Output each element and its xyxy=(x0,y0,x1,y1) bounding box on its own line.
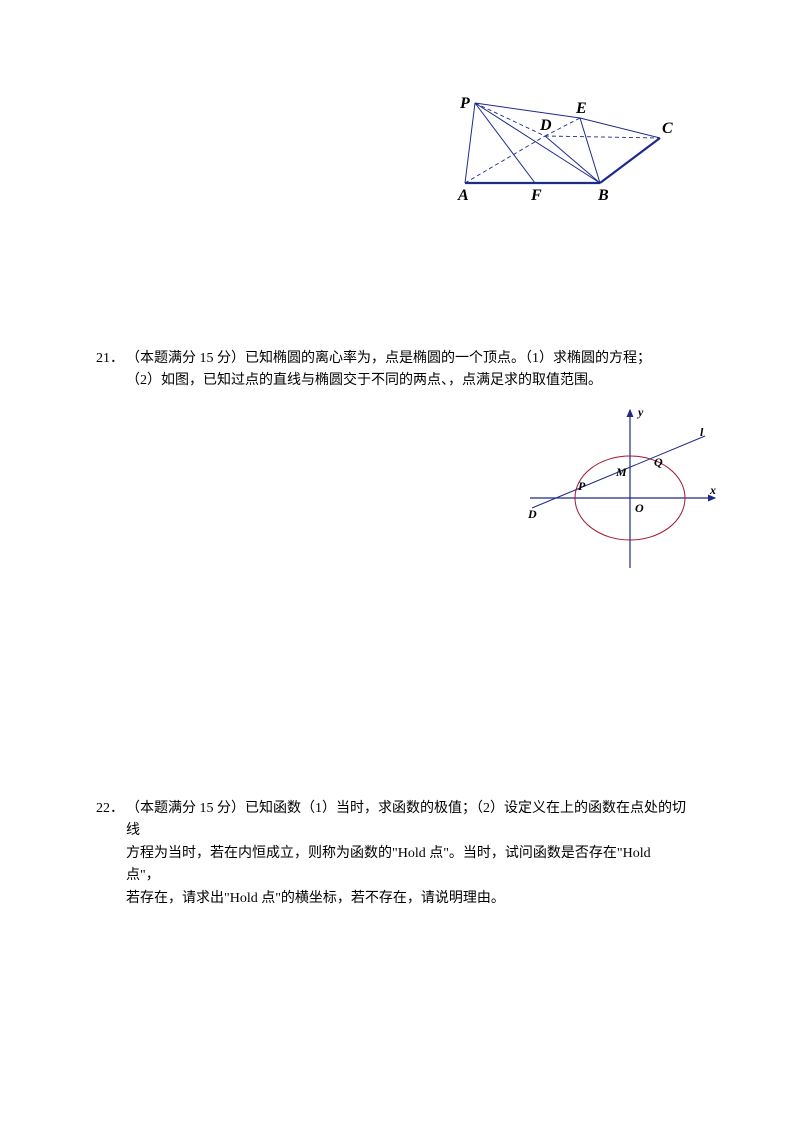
problem-21-line2: （2）如图，已知过点的直线与椭圆交于不同的两点、，点满足求的取值范围。 xyxy=(126,370,686,392)
svg-text:A: A xyxy=(457,187,469,204)
svg-text:M: M xyxy=(615,465,627,479)
problem-21: 21．（本题满分 15 分）已知椭圆的离心率为，点是椭圆的一个顶点。（1）求椭圆… xyxy=(96,348,696,393)
svg-text:D: D xyxy=(539,117,552,134)
svg-text:x: x xyxy=(709,483,716,497)
svg-text:y: y xyxy=(636,405,644,419)
svg-text:F: F xyxy=(530,187,542,204)
problem-22: 22．（本题满分 15 分）已知函数（1）当时，求函数的极值；（2）设定义在上的… xyxy=(96,798,696,910)
page: A F B C E D P 21．（本题满分 15 分）已知椭圆的离心率为，点是椭圆的一个顶… xyxy=(0,0,800,1132)
svg-text:P: P xyxy=(459,95,470,112)
problem-21-line1: （本题满分 15 分）已知椭圆的离心率为，点是椭圆的一个顶点。（1）求椭圆的方程… xyxy=(126,348,686,370)
svg-text:C: C xyxy=(662,120,673,137)
fig1-svg: A F B C E D P xyxy=(440,88,680,208)
problem-22-line3: 若存在，请求出"Hold 点"的横坐标，若不存在，请说明理由。 xyxy=(126,888,686,910)
fig2-svg: yxODPMQl xyxy=(520,398,720,578)
problem-22-line1: （本题满分 15 分）已知函数（1）当时，求函数的极值；（2）设定义在上的函数在… xyxy=(126,798,686,843)
problem-22-line2: 方程为当时，若在内恒成立，则称为函数的"Hold 点"。当时，试问函数是否存在"… xyxy=(126,843,686,888)
svg-text:P: P xyxy=(578,479,586,493)
svg-text:B: B xyxy=(597,187,609,204)
figure-geometry-3d: A F B C E D P xyxy=(440,88,680,216)
problem-21-number: 21． xyxy=(96,348,126,370)
svg-text:D: D xyxy=(527,507,537,521)
problem-22-number: 22． xyxy=(96,798,126,820)
svg-text:Q: Q xyxy=(654,455,663,469)
svg-text:E: E xyxy=(575,100,587,117)
svg-text:O: O xyxy=(635,501,644,515)
figure-ellipse: yxODPMQl xyxy=(520,398,720,586)
